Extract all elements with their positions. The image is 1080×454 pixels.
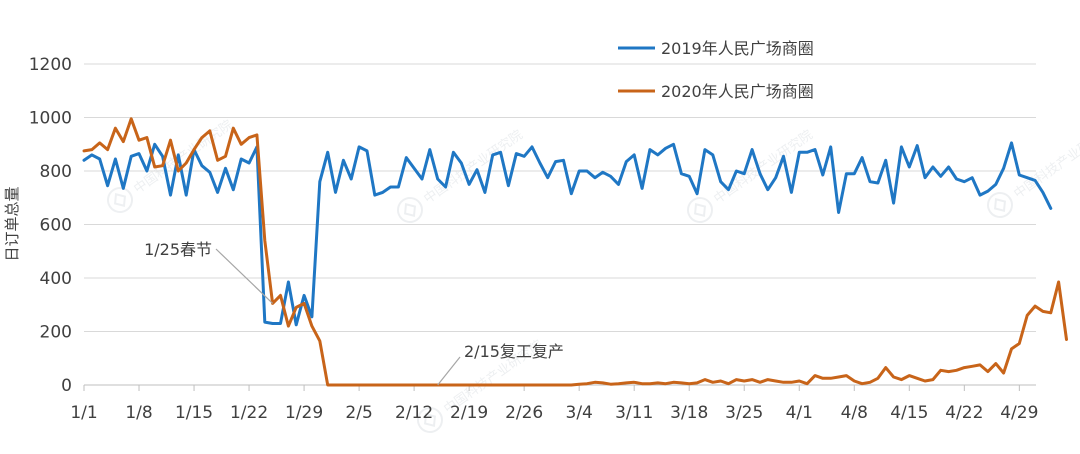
- y-tick-label-1000: 1000: [29, 109, 72, 129]
- watermark-3: 中国科技产业研究院: [987, 123, 1080, 218]
- y-tick-label-1200: 1200: [29, 55, 72, 75]
- x-tick-label-12: 3/25: [725, 403, 763, 423]
- x-tick-label-1: 1/8: [125, 403, 152, 423]
- x-tick-label-0: 1/1: [70, 403, 97, 423]
- annotation-spring-festival: 1/25春节: [144, 240, 212, 259]
- x-tick-label-5: 2/5: [345, 403, 372, 423]
- x-tick-label-7: 2/19: [450, 403, 488, 423]
- series-lines: [82, 117, 1068, 387]
- x-tick-label-15: 4/15: [890, 403, 928, 423]
- watermark-logo-icon: [107, 187, 133, 213]
- x-tick-label-4: 1/29: [285, 403, 323, 423]
- x-tick-label-17: 4/29: [1000, 403, 1038, 423]
- watermark-text: 中国科技产业研究院: [421, 128, 525, 207]
- watermark-0: 中国科技产业研究院: [107, 118, 236, 213]
- x-axis: 1/1 1/8 1/15 1/22 1/29 2/5 2/12 2/19 2/26 3/4 3/11…: [70, 384, 1038, 423]
- watermark-logo-icon: [397, 197, 423, 223]
- annotations: 1/25春节 2/15复工复产: [144, 240, 564, 386]
- watermark-logo-icon: [687, 197, 713, 223]
- y-tick-label-0: 0: [61, 376, 72, 396]
- annotation-leader-1: [215, 248, 274, 304]
- x-tick-label-8: 2/26: [505, 403, 543, 423]
- y-tick-label-200: 200: [40, 323, 72, 343]
- y-axis-title: 日订单总量: [3, 186, 21, 261]
- x-tick-label-16: 4/22: [945, 403, 983, 423]
- x-tick-label-3: 1/22: [230, 403, 268, 423]
- x-tick-label-2: 1/15: [175, 403, 213, 423]
- y-tick-label-600: 600: [40, 216, 72, 236]
- watermark-logo-icon: [417, 407, 443, 433]
- y-tick-label-800: 800: [40, 162, 72, 182]
- y-tick-label-400: 400: [40, 269, 72, 289]
- x-tick-label-6: 2/12: [395, 403, 433, 423]
- watermark-text: 中国科技产业研究院: [1011, 123, 1080, 202]
- legend: 2019年人民广场商圈 2020年人民广场商圈: [618, 39, 814, 101]
- legend-label-0: 2019年人民广场商圈: [661, 39, 814, 58]
- x-tick-label-11: 3/18: [670, 403, 708, 423]
- series-line-2019: [82, 141, 1053, 327]
- x-tick-label-13: 4/1: [786, 403, 813, 423]
- watermark-text: 中国科技产业研究院: [711, 128, 815, 207]
- x-tick-label-9: 3/4: [566, 403, 593, 423]
- watermark-2: 中国科技产业研究院: [687, 128, 816, 223]
- annotation-resume-work: 2/15复工复产: [464, 342, 564, 361]
- x-tick-label-14: 4/8: [841, 403, 868, 423]
- legend-label-1: 2020年人民广场商圈: [661, 82, 814, 101]
- y-axis-ticks: 0 200 400 600 800 1000 1200: [29, 55, 72, 396]
- x-tick-label-10: 3/11: [615, 403, 653, 423]
- annotation-leader-2: [437, 356, 461, 386]
- series-line-2020: [82, 117, 1068, 387]
- watermark-logo-icon: [987, 192, 1013, 218]
